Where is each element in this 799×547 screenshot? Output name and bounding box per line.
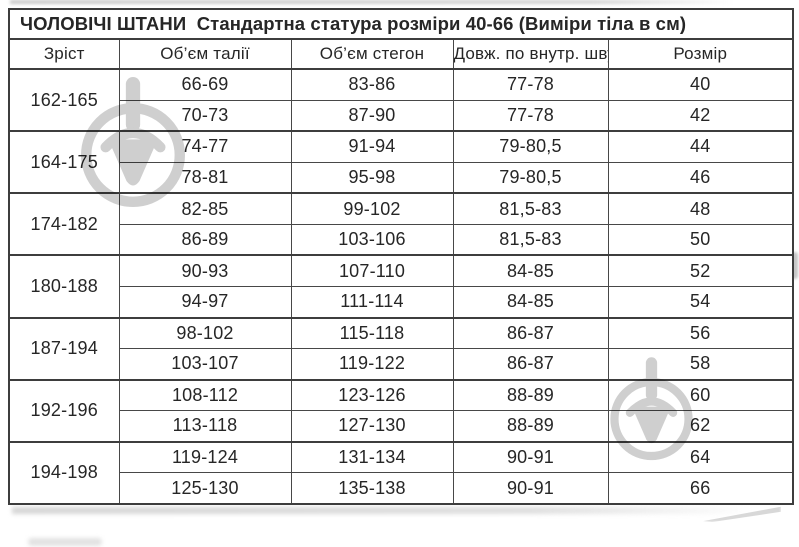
col-header-size: Розмір [607,38,794,70]
col-header-waist: Об’єм талії [118,38,292,70]
height-cell: 162-165 [8,67,120,132]
waist-cell: 125-130 [118,472,292,505]
waist-cell: 78-81 [118,161,292,194]
table-row: 194-198 119-124 131-134 90-91 64 [8,440,794,505]
hips-cell: 115-118 [290,316,454,350]
height-cell: 187-194 [8,316,120,381]
inseam-cell: 77-78 [452,99,609,132]
size-cell: 54 [607,285,794,319]
waist-cell: 94-97 [118,285,292,319]
table-row: 187-194 98-102 115-118 86-87 56 [8,316,794,381]
waist-cell: 90-93 [118,254,292,287]
table-row: 180-188 90-93 107-110 84-85 52 [8,254,794,319]
size-table-body: 162-165 66-69 83-86 77-78 40 70-73 87-90 77-78 4… [8,67,794,505]
hips-cell: 87-90 [290,99,454,132]
hips-cell: 135-138 [290,472,454,505]
hips-cell: 103-106 [290,223,454,256]
inseam-cell: 84-85 [452,254,609,287]
waist-cell: 82-85 [118,192,292,225]
waist-cell: 108-112 [118,378,292,412]
size-cell: 56 [607,316,794,350]
table-row: 192-196 108-112 123-126 88-89 60 [8,378,794,443]
waist-cell: 86-89 [118,223,292,256]
scan-artifact-top [10,0,735,4]
table-row: 70-73 87-90 77-78 42 [9,99,794,132]
table-row: 162-165 66-69 83-86 77-78 40 [8,67,794,132]
waist-cell: 103-107 [118,348,292,381]
hips-cell: 107-110 [290,254,454,287]
hips-cell: 91-94 [290,130,454,163]
inseam-cell: 86-87 [452,348,609,381]
inseam-cell: 81,5-83 [452,192,609,225]
size-cell: 40 [607,67,794,101]
waist-cell: 113-118 [118,410,292,443]
inseam-cell: 86-87 [452,316,609,350]
height-cell: 192-196 [8,378,120,443]
table-row: 125-130 135-138 90-91 66 [9,472,794,505]
scan-artifact-bottom [12,507,754,514]
inseam-cell: 88-89 [452,410,609,443]
hips-cell: 123-126 [290,378,454,412]
size-cell: 62 [607,410,794,443]
table-row: 113-118 127-130 88-89 62 [9,410,794,443]
table-title-row: ЧОЛОВІЧІ ШТАНИ Стандартна статура розмір… [8,8,794,40]
height-cell: 180-188 [8,254,120,319]
mens-pants-size-table: ЧОЛОВІЧІ ШТАНИ Стандартна статура розмір… [8,8,794,505]
size-cell: 44 [607,130,794,163]
scan-artifact-wedge [703,506,781,522]
page-title: ЧОЛОВІЧІ ШТАНИ Стандартна статура розмір… [8,8,794,40]
waist-cell: 70-73 [118,99,292,132]
hips-cell: 99-102 [290,192,454,225]
table-row: 78-81 95-98 79-80,5 46 [9,161,794,194]
hips-cell: 127-130 [290,410,454,443]
size-cell: 58 [607,348,794,381]
waist-cell: 74-77 [118,130,292,163]
height-cell: 174-182 [8,192,120,256]
waist-cell: 66-69 [118,67,292,101]
table-row: 103-107 119-122 86-87 58 [9,348,794,381]
col-header-inseam: Довж. по внутр. шву [452,38,609,70]
inseam-cell: 90-91 [452,472,609,505]
size-cell: 60 [607,378,794,412]
size-cell: 42 [607,99,794,132]
waist-cell: 119-124 [118,440,292,474]
inseam-cell: 88-89 [452,378,609,412]
size-cell: 48 [607,192,794,225]
table-row: 174-182 82-85 99-102 81,5-83 48 [8,192,794,256]
table-row: 164-175 74-77 91-94 79-80,5 44 [8,130,794,194]
col-header-height: Зріст [8,38,120,70]
inseam-cell: 77-78 [452,67,609,101]
inseam-cell: 81,5-83 [452,223,609,256]
size-cell: 66 [607,472,794,505]
inseam-cell: 79-80,5 [452,161,609,194]
size-table-container: ЧОЛОВІЧІ ШТАНИ Стандартна статура розмір… [8,8,794,505]
inseam-cell: 90-91 [452,440,609,474]
size-cell: 64 [607,440,794,474]
hips-cell: 83-86 [290,67,454,101]
scan-artifact-smudge [28,538,102,546]
hips-cell: 95-98 [290,161,454,194]
inseam-cell: 79-80,5 [452,130,609,163]
size-cell: 52 [607,254,794,287]
table-header-row: Зріст Об’єм талії Об’єм стегон Довж. по … [8,38,794,70]
height-cell: 194-198 [8,440,120,505]
table-row: 86-89 103-106 81,5-83 50 [9,223,794,256]
height-cell: 164-175 [8,130,120,194]
waist-cell: 98-102 [118,316,292,350]
table-row: 94-97 111-114 84-85 54 [9,285,794,319]
size-cell: 46 [607,161,794,194]
hips-cell: 131-134 [290,440,454,474]
hips-cell: 119-122 [290,348,454,381]
inseam-cell: 84-85 [452,285,609,319]
size-cell: 50 [607,223,794,256]
hips-cell: 111-114 [290,285,454,319]
col-header-hips: Об’єм стегон [290,38,454,70]
